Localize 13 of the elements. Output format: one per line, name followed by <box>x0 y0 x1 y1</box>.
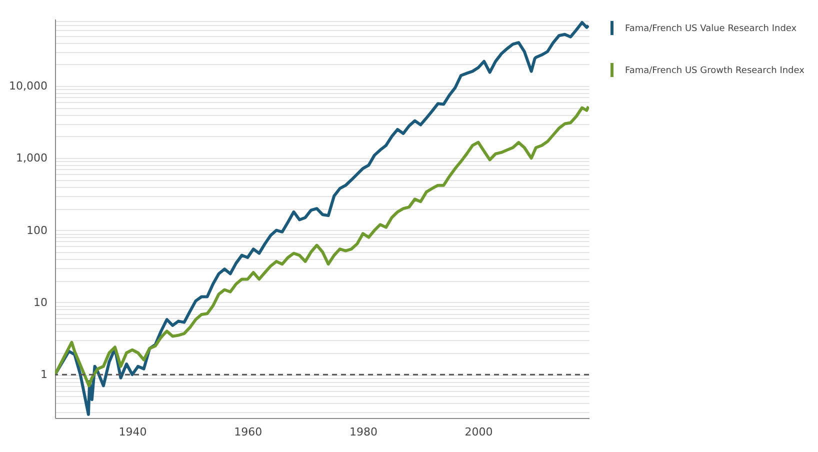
y-tick-label: 10 <box>34 296 48 309</box>
x-tick-label: 1980 <box>349 426 378 438</box>
x-tick-label: 1940 <box>118 426 147 438</box>
x-tick-label: 1960 <box>234 426 262 438</box>
y-tick-label: 1 <box>40 368 48 382</box>
y-tick-label: 10,000 <box>9 80 48 93</box>
y-tick-label: 1,000 <box>16 152 48 165</box>
legend-label: Fama/French US Growth Research Index <box>625 66 806 76</box>
y-tick-label: 100 <box>26 224 48 237</box>
x-tick-label: 2000 <box>464 426 493 438</box>
line-series <box>55 21 589 416</box>
line-series <box>55 105 589 388</box>
legend-label: Fama/French US Value Research Index <box>625 24 798 34</box>
